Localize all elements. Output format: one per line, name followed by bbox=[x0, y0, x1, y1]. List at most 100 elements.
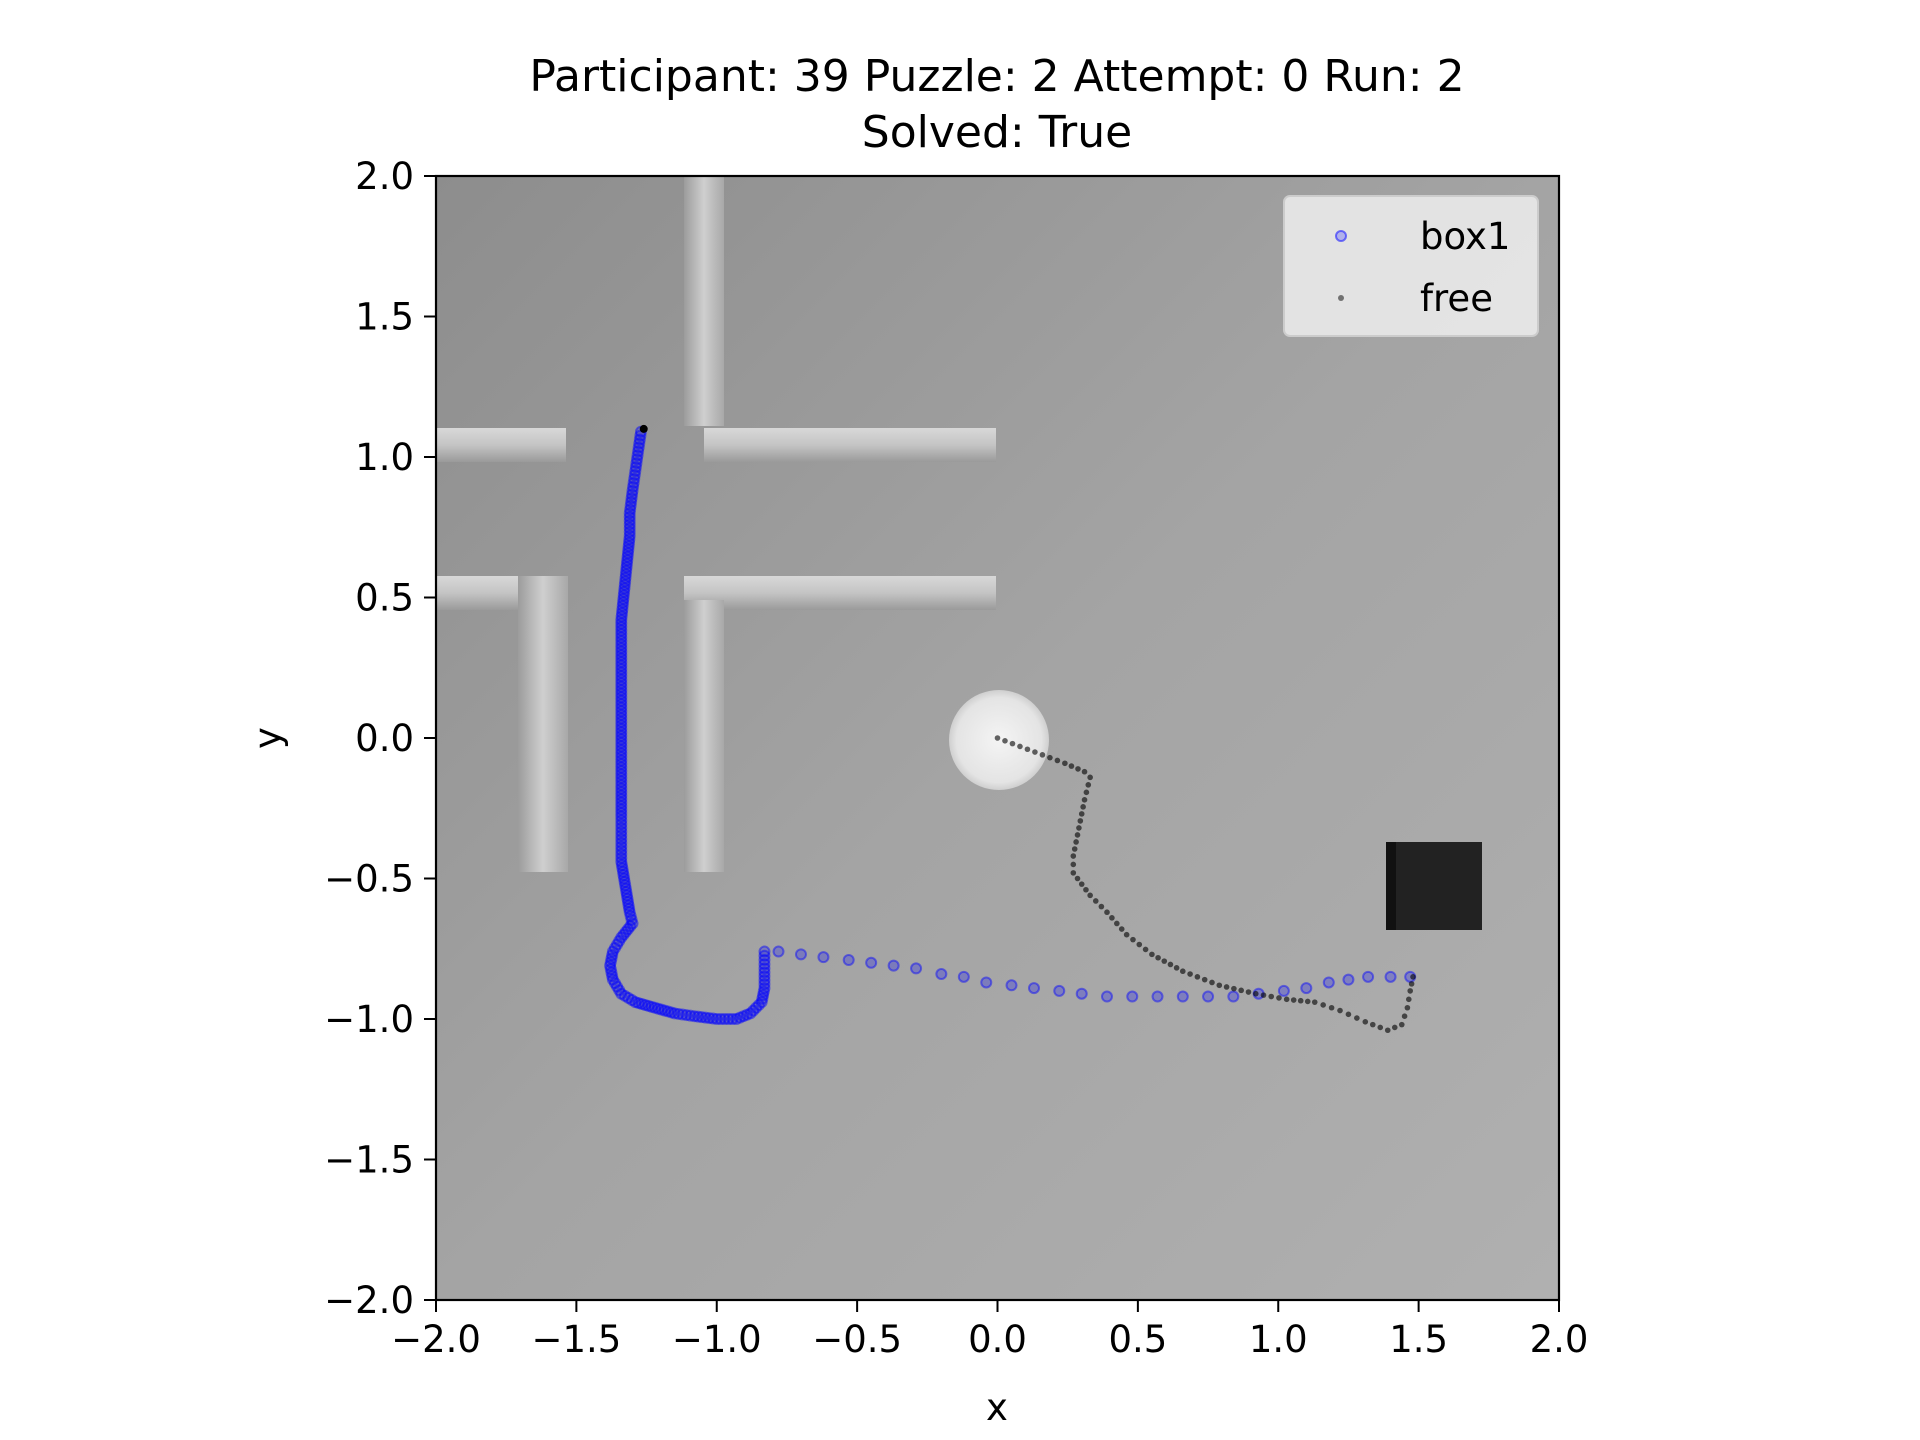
box1-point bbox=[620, 889, 633, 902]
box1-point bbox=[624, 503, 637, 516]
free-point bbox=[1085, 782, 1092, 788]
box1-point bbox=[615, 701, 628, 714]
box1-point bbox=[750, 1001, 763, 1014]
x-tick-label: −0.5 bbox=[812, 1318, 902, 1361]
box1-point bbox=[639, 998, 652, 1011]
box1-point bbox=[623, 510, 636, 523]
box1-point bbox=[692, 1010, 705, 1023]
box1-point bbox=[615, 786, 628, 799]
box1-point bbox=[615, 613, 628, 626]
box1-point bbox=[615, 624, 628, 637]
box1-point bbox=[755, 996, 768, 1009]
box1-point bbox=[615, 677, 628, 690]
y-tick-label: 0.5 bbox=[355, 577, 414, 620]
box1-point bbox=[622, 991, 635, 1004]
box1-point bbox=[623, 525, 636, 538]
wall bbox=[436, 576, 518, 610]
box1-point bbox=[758, 962, 771, 975]
box1-point bbox=[616, 862, 629, 875]
box1-point bbox=[615, 844, 628, 857]
box1-point bbox=[606, 973, 619, 986]
free-point bbox=[1114, 920, 1120, 927]
free-point bbox=[1062, 760, 1068, 767]
free-point bbox=[1071, 846, 1078, 852]
box1-point bbox=[611, 938, 624, 951]
box1-point bbox=[615, 772, 628, 785]
box1-point bbox=[619, 882, 632, 895]
box1-point bbox=[688, 1010, 701, 1023]
free-point bbox=[1109, 915, 1115, 921]
box1-point bbox=[1322, 976, 1335, 989]
box1-point bbox=[707, 1012, 720, 1025]
box1-point bbox=[618, 875, 631, 888]
box1-point bbox=[615, 719, 628, 732]
free-point bbox=[1362, 1019, 1369, 1025]
box1-point bbox=[608, 942, 621, 955]
box1-point bbox=[615, 833, 628, 846]
free-point bbox=[1283, 996, 1290, 1003]
free-point bbox=[1187, 971, 1193, 977]
box1-point bbox=[624, 499, 637, 512]
box1-point bbox=[1151, 990, 1164, 1003]
free-point bbox=[1328, 1004, 1335, 1011]
box1-point bbox=[668, 1007, 681, 1020]
series-free bbox=[639, 424, 1416, 1034]
box1-point bbox=[627, 480, 640, 493]
box1-point bbox=[621, 554, 634, 567]
box1-point bbox=[758, 953, 771, 966]
free-point bbox=[1032, 749, 1038, 755]
free-point bbox=[1070, 870, 1077, 876]
box1-point bbox=[615, 821, 628, 834]
box1-point bbox=[615, 747, 628, 760]
box1-point bbox=[616, 865, 629, 878]
free-point bbox=[1401, 1013, 1408, 1019]
box1-point bbox=[615, 656, 628, 669]
box1-point bbox=[645, 1000, 658, 1013]
free-point bbox=[1104, 909, 1110, 916]
free-point bbox=[994, 735, 1001, 741]
box1-point bbox=[758, 958, 771, 971]
free-point bbox=[639, 424, 648, 433]
chart-title-line-1: Participant: 39 Puzzle: 2 Attempt: 0 Run… bbox=[529, 51, 1464, 102]
box1-point bbox=[615, 712, 628, 725]
box1-point bbox=[758, 949, 771, 962]
box1-point bbox=[684, 1009, 697, 1022]
box1-point bbox=[615, 642, 628, 655]
free-point bbox=[1149, 951, 1155, 958]
box1-point bbox=[622, 923, 635, 936]
box1-point bbox=[631, 449, 644, 462]
box1-point bbox=[620, 557, 633, 570]
box1-point bbox=[615, 800, 628, 813]
box1-point bbox=[615, 698, 628, 711]
box1-point bbox=[620, 561, 633, 574]
x-tick-label: 0.0 bbox=[968, 1318, 1027, 1361]
box1-point bbox=[627, 476, 640, 489]
free-point bbox=[1142, 946, 1149, 953]
box1-point bbox=[622, 543, 635, 556]
box1-point bbox=[615, 708, 628, 721]
box1-point bbox=[621, 892, 634, 905]
box1-point bbox=[615, 836, 628, 849]
box1-point bbox=[695, 1011, 708, 1024]
box1-point bbox=[1227, 990, 1240, 1003]
box1-point bbox=[744, 1007, 757, 1020]
box1-point bbox=[624, 920, 637, 933]
box1-point bbox=[608, 977, 621, 990]
box1-point bbox=[710, 1013, 723, 1025]
box1-point bbox=[633, 437, 646, 450]
box1-point bbox=[623, 902, 636, 915]
box1-point bbox=[615, 740, 628, 753]
box1-point bbox=[632, 441, 645, 454]
y-tick-label: 2.0 bbox=[355, 155, 414, 198]
box1-point bbox=[615, 670, 628, 683]
box1-point bbox=[628, 468, 641, 481]
box1-point bbox=[620, 564, 633, 577]
box1-point bbox=[625, 994, 638, 1007]
wall bbox=[684, 176, 724, 426]
box1-point bbox=[633, 433, 646, 446]
box1-point bbox=[617, 592, 630, 605]
box1-point bbox=[615, 729, 628, 742]
box1-point bbox=[615, 645, 628, 658]
box1-point bbox=[623, 514, 636, 527]
box1-point bbox=[648, 1001, 661, 1014]
